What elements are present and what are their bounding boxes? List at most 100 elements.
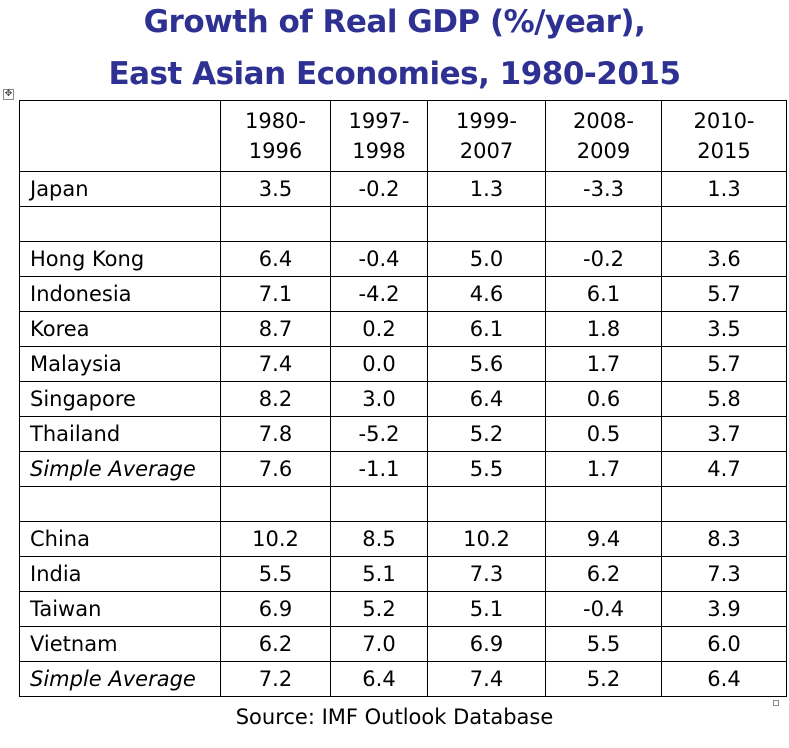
row-label: Vietnam — [19, 626, 221, 662]
value-cell: 6.2 — [545, 556, 662, 592]
header-corner-cell — [19, 100, 221, 172]
value-cell: 4.7 — [661, 451, 787, 487]
value-cell: 7.0 — [330, 626, 428, 662]
value-cell: 1.3 — [427, 171, 546, 207]
table-row: Singapore 8.2 3.0 6.4 0.6 5.8 — [19, 381, 787, 417]
value-cell — [427, 486, 546, 522]
column-header-line: 1997- — [348, 109, 410, 133]
column-header-line: 2010- — [693, 109, 755, 133]
value-cell: 7.6 — [220, 451, 331, 487]
value-cell: 10.2 — [220, 521, 331, 557]
value-cell: 3.6 — [661, 241, 787, 277]
value-cell: 1.7 — [545, 451, 662, 487]
value-cell: 3.5 — [220, 171, 331, 207]
value-cell: -0.2 — [330, 171, 428, 207]
value-cell: 5.1 — [427, 591, 546, 627]
value-cell: 6.9 — [220, 591, 331, 627]
table-row: Taiwan 6.9 5.2 5.1 -0.4 3.9 — [19, 591, 787, 627]
table-row: Simple Average 7.6 -1.1 5.5 1.7 4.7 — [19, 451, 787, 487]
row-label: Hong Kong — [19, 241, 221, 277]
value-cell — [545, 486, 662, 522]
column-header-line: 2008- — [572, 109, 635, 133]
row-label: India — [19, 556, 221, 592]
column-header-line: 1998 — [352, 139, 406, 163]
column-header: 2010- 2015 — [661, 100, 787, 172]
value-cell: 7.4 — [220, 346, 331, 382]
table-row: India 5.5 5.1 7.3 6.2 7.3 — [19, 556, 787, 592]
source-note: Source: IMF Outlook Database — [235, 705, 554, 729]
value-cell — [661, 206, 787, 242]
value-cell: -0.4 — [545, 591, 662, 627]
column-header: 1999- 2007 — [427, 100, 546, 172]
value-cell: 9.4 — [545, 521, 662, 557]
value-cell: 5.2 — [330, 591, 428, 627]
value-cell: 6.4 — [220, 241, 331, 277]
value-cell: 6.0 — [661, 626, 787, 662]
value-cell: 1.3 — [661, 171, 787, 207]
value-cell: 8.5 — [330, 521, 428, 557]
value-cell: 7.2 — [220, 661, 331, 697]
value-cell — [220, 206, 331, 242]
gdp-growth-table: 1980- 1996 1997- 1998 1999- 2007 2008- 2009 2010… — [19, 100, 787, 697]
value-cell: 6.1 — [427, 311, 546, 347]
value-cell: 5.2 — [427, 416, 546, 452]
row-label: Korea — [19, 311, 221, 347]
value-cell: 5.1 — [330, 556, 428, 592]
header-row: 1980- 1996 1997- 1998 1999- 2007 2008- 2009 2010… — [19, 100, 787, 172]
value-cell: 6.4 — [661, 661, 787, 697]
value-cell: 0.5 — [545, 416, 662, 452]
row-label: Singapore — [19, 381, 221, 417]
column-header: 1980- 1996 — [220, 100, 331, 172]
value-cell: -1.1 — [330, 451, 428, 487]
value-cell: 7.3 — [661, 556, 787, 592]
resize-handle-icon[interactable] — [773, 700, 779, 706]
column-header: 2008- 2009 — [545, 100, 662, 172]
table-row: Simple Average 7.2 6.4 7.4 5.2 6.4 — [19, 661, 787, 697]
value-cell: 3.9 — [661, 591, 787, 627]
value-cell: 5.2 — [545, 661, 662, 697]
row-label — [19, 206, 221, 242]
table-row: Indonesia 7.1 -4.2 4.6 6.1 5.7 — [19, 276, 787, 312]
value-cell: 5.7 — [661, 276, 787, 312]
value-cell: 7.3 — [427, 556, 546, 592]
value-cell: 7.1 — [220, 276, 331, 312]
value-cell — [661, 486, 787, 522]
table-row: Vietnam 6.2 7.0 6.9 5.5 6.0 — [19, 626, 787, 662]
value-cell: 6.4 — [427, 381, 546, 417]
value-cell: -4.2 — [330, 276, 428, 312]
value-cell: 8.3 — [661, 521, 787, 557]
row-label: Malaysia — [19, 346, 221, 382]
column-header-line: 2007 — [459, 139, 514, 163]
column-header-line: 2009 — [576, 139, 631, 163]
value-cell: 1.7 — [545, 346, 662, 382]
row-label: Simple Average — [19, 661, 221, 697]
value-cell: 5.0 — [427, 241, 546, 277]
value-cell: 3.0 — [330, 381, 428, 417]
row-label: Taiwan — [19, 591, 221, 627]
column-header: 1997- 1998 — [330, 100, 428, 172]
row-label: Thailand — [19, 416, 221, 452]
value-cell: 5.5 — [545, 626, 662, 662]
column-header-line: 1980- — [244, 109, 307, 133]
spacer-row — [19, 206, 787, 242]
value-cell: 0.2 — [330, 311, 428, 347]
value-cell: 6.4 — [330, 661, 428, 697]
value-cell: 7.8 — [220, 416, 331, 452]
value-cell: 5.5 — [427, 451, 546, 487]
spacer-row — [19, 486, 787, 522]
page-title-line-2: East Asian Economies, 1980-2015 — [108, 56, 681, 92]
value-cell: 0.0 — [330, 346, 428, 382]
value-cell: 6.2 — [220, 626, 331, 662]
row-label: Simple Average — [19, 451, 221, 487]
column-header-line: 1996 — [248, 139, 303, 163]
value-cell: 10.2 — [427, 521, 546, 557]
column-header-line: 2015 — [697, 139, 751, 163]
table-row: Korea 8.7 0.2 6.1 1.8 3.5 — [19, 311, 787, 347]
value-cell: -3.3 — [545, 171, 662, 207]
row-label: China — [19, 521, 221, 557]
table-row: China 10.2 8.5 10.2 9.4 8.3 — [19, 521, 787, 557]
move-arrows-icon[interactable]: ✥ — [3, 89, 14, 100]
value-cell — [545, 206, 662, 242]
value-cell — [220, 486, 331, 522]
value-cell: 1.8 — [545, 311, 662, 347]
